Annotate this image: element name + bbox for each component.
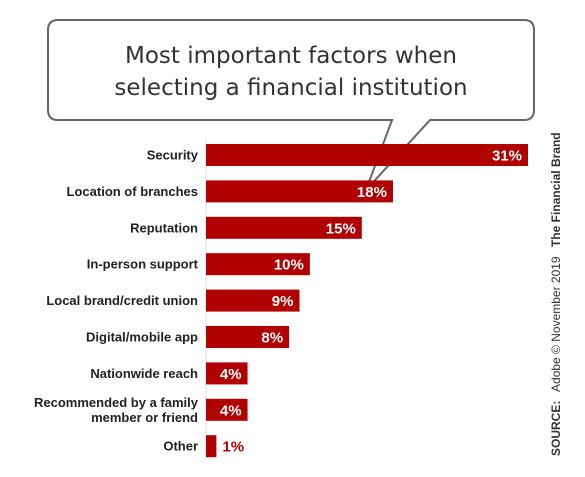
category-label-1: Location of branches — [67, 184, 198, 199]
category-label-line: member or friend — [91, 410, 198, 425]
bars-group — [206, 144, 528, 458]
source-prefix: SOURCE: — [549, 401, 563, 456]
category-label-line: Local brand/credit union — [46, 293, 198, 308]
source-credit: SOURCE: Adobe © November 2019 The Financ… — [549, 132, 563, 456]
value-label-4: 9% — [272, 293, 294, 310]
category-label-line: Location of branches — [67, 184, 198, 199]
category-label-8: Other — [163, 439, 198, 454]
bar-0 — [206, 144, 528, 166]
chart-title-line-1: Most important factors when — [125, 43, 457, 69]
category-labels-group: Security Location of branches Reputation In… — [34, 148, 199, 454]
value-label-1: 18% — [357, 184, 387, 201]
bar-3 — [206, 253, 310, 276]
category-label-0: Security — [147, 148, 199, 163]
title-bubble: Most important factors when selecting a … — [47, 19, 535, 191]
bar-6 — [206, 362, 248, 385]
bar-8 — [206, 435, 217, 458]
source-brand: The Financial Brand — [549, 132, 563, 247]
value-label-2: 15% — [326, 220, 356, 237]
category-label-line: Other — [163, 439, 198, 454]
category-label-line: Nationwide reach — [90, 366, 198, 381]
bar-1 — [206, 180, 393, 203]
category-label-2: Reputation — [130, 220, 198, 235]
category-label-4: Local brand/credit union — [46, 293, 198, 308]
category-label-line: In-person support — [87, 257, 199, 272]
value-label-7: 4% — [220, 402, 242, 419]
bar-2 — [206, 216, 362, 239]
category-label-6: Nationwide reach — [90, 366, 198, 381]
chart-title-line-2: selecting a financial institution — [114, 75, 467, 101]
category-label-5: Digital/mobile app — [86, 330, 198, 345]
category-label-7: Recommended by a family member or friend — [34, 395, 199, 425]
value-label-8: 1% — [222, 439, 244, 456]
category-label-3: In-person support — [87, 257, 199, 272]
source-text: Adobe © November 2019 — [549, 256, 563, 392]
value-label-5: 8% — [261, 330, 283, 347]
category-label-line: Digital/mobile app — [86, 330, 198, 345]
bar-5 — [206, 326, 290, 348]
value-label-3: 10% — [274, 257, 304, 274]
category-label-line: Recommended by a family — [34, 395, 199, 410]
value-label-6: 4% — [220, 366, 242, 383]
bar-4 — [206, 289, 300, 312]
category-label-line: Security — [147, 148, 199, 163]
bar-7 — [206, 398, 248, 421]
value-labels-group: 31% 18% 15% 10% 9% 8% 4% 4% 1% — [220, 148, 522, 456]
category-label-line: Reputation — [130, 220, 198, 235]
value-label-0: 31% — [492, 148, 522, 165]
